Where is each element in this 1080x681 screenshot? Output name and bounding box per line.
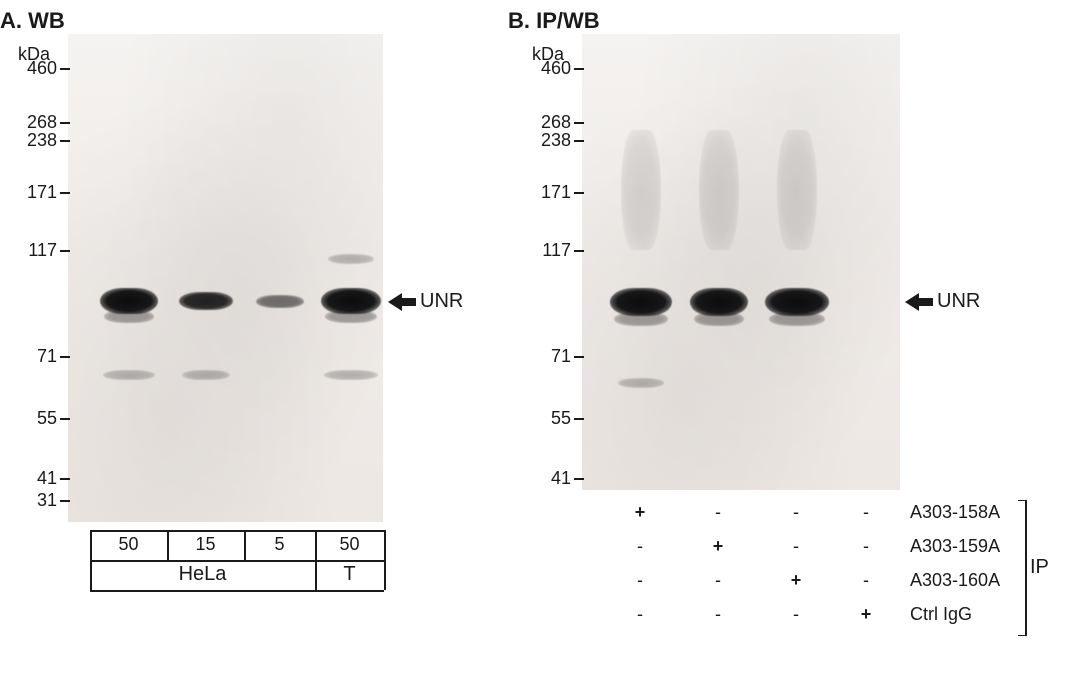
mw-tick <box>60 478 70 480</box>
band-arrow-label: UNR <box>420 290 463 313</box>
ip-antibody-label: A303-160A <box>910 570 1000 591</box>
mw-tick <box>574 140 584 142</box>
mw-label: 31 <box>12 490 57 511</box>
ip-mark-plus: + <box>708 536 728 557</box>
mw-tick <box>574 478 584 480</box>
lane-box-line <box>90 530 384 532</box>
ip-mark-minus: - <box>856 570 876 591</box>
ip-antibody-label: A303-158A <box>910 502 1000 523</box>
panel-b-blot <box>582 34 900 490</box>
protein-band-smear <box>694 312 744 326</box>
band-arrow: UNR <box>905 290 980 313</box>
protein-band <box>179 292 233 310</box>
band-arrow: UNR <box>388 290 463 313</box>
mw-tick <box>574 68 584 70</box>
mw-label: 171 <box>12 182 57 203</box>
ip-bracket <box>1018 500 1030 636</box>
protein-band-smear <box>769 312 825 326</box>
ip-mark-minus: - <box>630 604 650 625</box>
mw-label: 460 <box>12 58 57 79</box>
mw-tick <box>574 122 584 124</box>
panel-b-title: B. IP/WB <box>508 8 600 34</box>
mw-tick <box>574 192 584 194</box>
lane-load-label: 15 <box>167 534 244 555</box>
mw-label: 55 <box>526 408 571 429</box>
faint-band <box>618 378 664 388</box>
lane-source-t: T <box>315 563 384 586</box>
mw-tick <box>60 140 70 142</box>
mw-label: 238 <box>526 130 571 151</box>
band-arrow-label: UNR <box>937 290 980 313</box>
protein-band-smear <box>325 310 377 323</box>
mw-label: 117 <box>526 240 571 261</box>
background-smear <box>777 130 817 250</box>
mw-tick <box>60 68 70 70</box>
ip-text: IP <box>1030 556 1049 579</box>
ip-mark-minus: - <box>708 604 728 625</box>
ip-mark-minus: - <box>786 502 806 523</box>
panel-a-blot <box>68 34 383 522</box>
lane-box-line <box>90 590 384 592</box>
background-smear <box>699 130 739 250</box>
mw-label: 460 <box>526 58 571 79</box>
mw-tick <box>574 356 584 358</box>
mw-label: 41 <box>12 468 57 489</box>
ip-mark-minus: - <box>708 502 728 523</box>
protein-band-smear <box>104 310 154 323</box>
mw-tick <box>60 250 70 252</box>
mw-tick <box>60 418 70 420</box>
ip-mark-minus: - <box>708 570 728 591</box>
mw-tick <box>574 250 584 252</box>
mw-label: 71 <box>12 346 57 367</box>
protein-band <box>256 295 304 308</box>
background-smear <box>621 130 661 250</box>
ip-mark-minus: - <box>630 570 650 591</box>
mw-label: 238 <box>12 130 57 151</box>
ip-mark-plus: + <box>630 502 650 523</box>
mw-tick <box>60 192 70 194</box>
mw-label: 117 <box>12 240 57 261</box>
mw-label: 41 <box>526 468 571 489</box>
faint-band <box>182 370 230 380</box>
ip-mark-minus: - <box>856 536 876 557</box>
ip-antibody-label: A303-159A <box>910 536 1000 557</box>
faint-band <box>328 254 374 264</box>
mw-tick <box>60 122 70 124</box>
mw-tick <box>60 500 70 502</box>
faint-band <box>324 370 378 380</box>
ip-mark-minus: - <box>786 604 806 625</box>
ip-mark-minus: - <box>856 502 876 523</box>
protein-band-smear <box>614 312 668 326</box>
mw-label: 55 <box>12 408 57 429</box>
lane-box-divider <box>384 560 386 590</box>
lane-load-label: 50 <box>315 534 384 555</box>
mw-label: 71 <box>526 346 571 367</box>
lane-box-line <box>90 560 384 562</box>
lane-load-label: 5 <box>244 534 315 555</box>
lane-source-hela: HeLa <box>90 563 315 586</box>
mw-tick <box>574 418 584 420</box>
mw-label: 171 <box>526 182 571 203</box>
faint-band <box>103 370 155 380</box>
panel-a-title: A. WB <box>0 8 65 34</box>
mw-tick <box>60 356 70 358</box>
ip-mark-minus: - <box>786 536 806 557</box>
ip-antibody-label: Ctrl IgG <box>910 604 972 625</box>
ip-mark-plus: + <box>856 604 876 625</box>
ip-mark-plus: + <box>786 570 806 591</box>
ip-mark-minus: - <box>630 536 650 557</box>
lane-box-divider <box>384 530 386 560</box>
lane-load-label: 50 <box>90 534 167 555</box>
